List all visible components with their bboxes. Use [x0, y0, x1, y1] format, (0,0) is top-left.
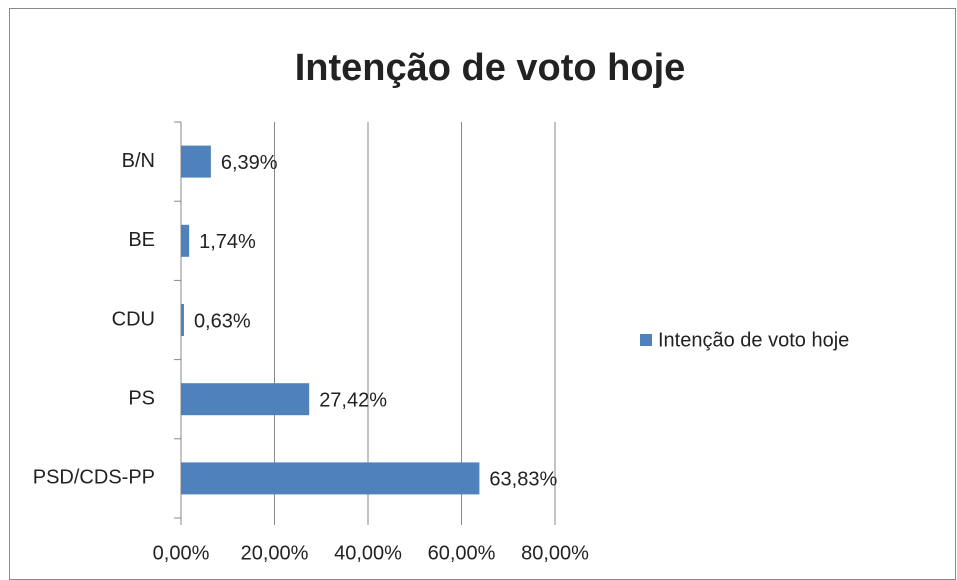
value-label: 6,39%: [221, 152, 278, 174]
bar: [181, 304, 184, 336]
value-label: 0,63%: [194, 310, 251, 332]
x-tick-label: 40,00%: [334, 542, 402, 564]
chart-title: Intenção de voto hoje: [295, 47, 686, 89]
bar: [181, 145, 211, 178]
y-tick-label: BE: [128, 229, 155, 251]
y-tick-label: PS: [128, 387, 155, 409]
chart-border: [9, 8, 956, 580]
y-tick-label: CDU: [112, 308, 155, 330]
bar: [181, 462, 480, 495]
x-tick-label: 0,00%: [153, 542, 210, 564]
value-label: 27,42%: [319, 389, 387, 411]
value-label: 63,83%: [489, 469, 557, 491]
value-label: 1,74%: [199, 231, 256, 253]
y-tick-label: B/N: [122, 150, 155, 172]
x-tick-label: 80,00%: [521, 542, 589, 564]
bar: [181, 224, 190, 257]
legend-label: Intenção de voto hoje: [658, 329, 849, 351]
x-tick-label: 20,00%: [241, 542, 309, 564]
y-tick-label: PSD/CDS-PP: [33, 467, 155, 489]
legend-swatch: [640, 334, 652, 346]
x-tick-label: 60,00%: [428, 542, 496, 564]
bar: [181, 383, 310, 416]
